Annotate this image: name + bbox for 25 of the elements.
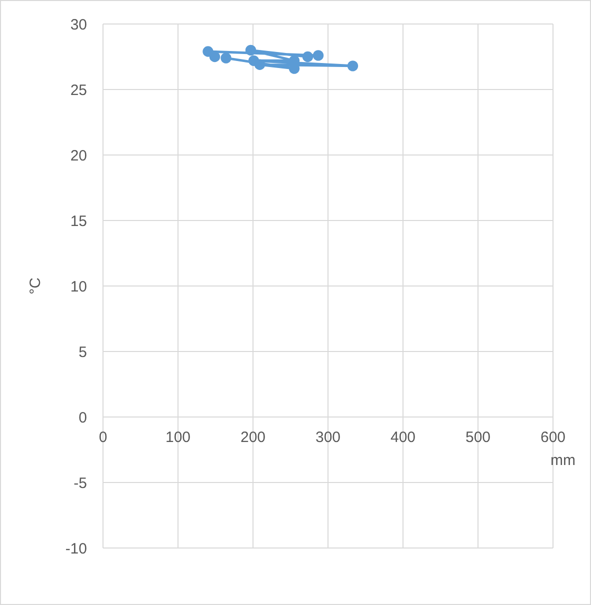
- y-tick-label: 30: [70, 16, 87, 34]
- point: [202, 46, 214, 57]
- y-tick-label: 20: [70, 147, 87, 164]
- y-tick-label: 0: [78, 409, 87, 426]
- point: [245, 44, 256, 56]
- y-tick-label: 15: [70, 212, 87, 230]
- x-tick-label: 500: [465, 429, 491, 446]
- x-tick-label: 200: [240, 429, 266, 446]
- x-tick-label: 100: [165, 429, 191, 446]
- y-tick-label: -10: [65, 540, 87, 558]
- x-tick-label: 600: [540, 429, 566, 446]
- y-tick-label: -5: [74, 474, 87, 492]
- point: [254, 59, 266, 70]
- point: [347, 60, 358, 72]
- y-tick-label: 5: [78, 344, 87, 361]
- x-axis-title: mm: [550, 452, 576, 469]
- y-axis-title: °C: [27, 277, 44, 294]
- point: [302, 51, 314, 62]
- y-tick-label: 10: [70, 278, 87, 296]
- x-tick-label: 400: [390, 429, 416, 446]
- point: [220, 52, 232, 64]
- x-tick-label: 300: [315, 429, 341, 446]
- point: [312, 50, 324, 61]
- x-tick-label: 0: [98, 429, 108, 446]
- y-tick-label: 25: [70, 82, 87, 99]
